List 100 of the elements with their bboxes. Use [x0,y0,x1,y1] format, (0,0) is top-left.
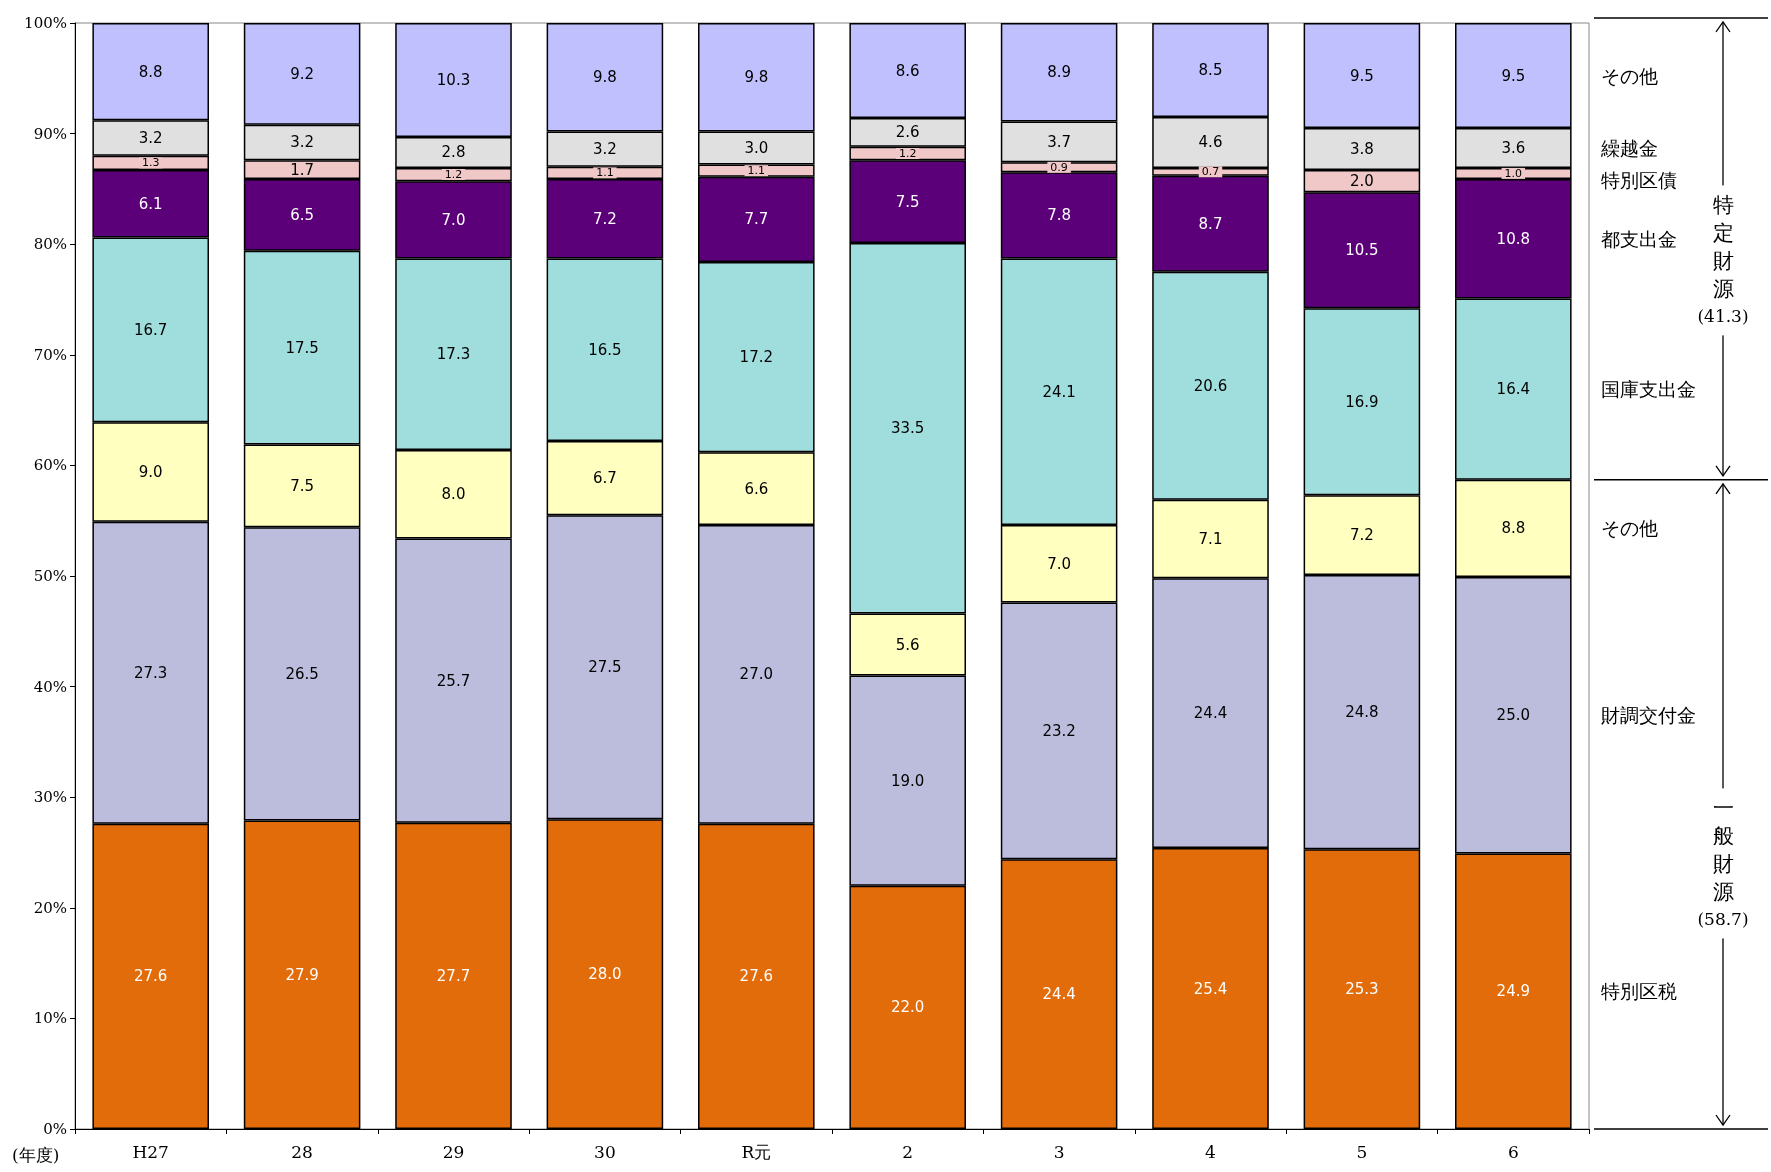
series-label: 特別区債 [1601,168,1677,191]
data-label: 26.5 [285,664,319,683]
series-label: 都支出金 [1601,227,1677,250]
data-label: 6.1 [138,194,163,213]
data-label: 23.2 [1042,721,1076,740]
x-tick-label: 29 [442,1141,465,1162]
data-label: 8.6 [895,61,920,80]
x-tick-label: 28 [291,1141,313,1162]
data-label: 1.1 [747,164,766,178]
data-label: 27.3 [134,663,168,682]
data-label: 24.1 [1042,382,1076,401]
data-label: 2.6 [895,123,920,142]
data-label: 10.8 [1496,229,1530,248]
data-label: 16.5 [588,340,622,359]
series-label: 国庫支出金 [1601,378,1696,401]
series-label: 繰越金 [1600,136,1658,159]
data-label: 10.5 [1345,241,1379,260]
data-label: 33.5 [891,419,925,438]
data-label: 9.2 [290,64,315,83]
series-label: その他 [1601,64,1658,87]
data-label: 9.8 [592,68,617,87]
data-label: 25.4 [1193,979,1228,998]
data-label: 7.2 [1349,526,1374,545]
data-label: 16.7 [134,320,168,339]
series-label: その他 [1601,517,1658,540]
data-label: 17.3 [436,345,471,364]
data-label: 16.9 [1345,392,1379,411]
data-label: 8.5 [1198,61,1223,79]
data-label: 1.1 [596,166,614,180]
data-label: 7.2 [592,209,617,228]
data-label: 9.0 [138,463,163,482]
data-label: 25.7 [436,671,471,690]
data-label: 22.0 [891,998,925,1017]
data-label: 3.2 [592,140,617,159]
x-tick-label: R元 [741,1141,772,1162]
x-tick-label: 3 [1053,1141,1065,1162]
y-tick-label: 10% [33,1009,67,1028]
data-label: 3.0 [744,138,769,157]
data-label: 10.3 [436,70,471,89]
data-label: 6.5 [290,205,315,224]
data-label: 24.4 [1193,704,1228,723]
data-label: 17.2 [739,348,773,367]
data-label: 7.0 [1047,554,1072,573]
y-tick-label: 30% [33,788,67,807]
data-label: 3.7 [1047,132,1072,151]
x-axis-title: (年度) [12,1145,60,1165]
data-label: 6.7 [592,469,617,488]
x-tick-label: 4 [1205,1141,1216,1162]
data-label: 7.5 [895,192,920,211]
data-label: 5.6 [895,635,920,654]
data-label: 3.8 [1349,140,1374,159]
data-label: 17.5 [285,338,319,357]
data-label: 1.2 [444,168,463,182]
data-label: 7.5 [290,476,315,495]
y-tick-label: 70% [33,345,67,364]
data-label: 8.8 [138,62,163,81]
y-tick-label: 60% [33,456,67,475]
data-label: 8.8 [1501,519,1526,538]
x-tick-label: 30 [594,1141,616,1162]
data-label: 9.5 [1349,66,1374,85]
data-label: 0.9 [1050,160,1068,174]
data-label: 9.5 [1501,66,1526,85]
data-label: 7.1 [1198,529,1223,548]
data-label: 7.0 [441,210,466,229]
y-tick-label: 0% [43,1120,67,1138]
data-label: 24.4 [1042,985,1076,1004]
x-tick-label: 2 [902,1141,914,1162]
data-label: 8.7 [1198,214,1223,233]
data-label: 7.8 [1047,206,1072,225]
data-label: 24.8 [1345,703,1379,722]
data-label: 27.6 [739,967,773,986]
series-label: 特別区税 [1601,980,1677,1003]
data-label: 27.7 [436,966,471,985]
data-label: 27.9 [285,965,319,984]
series-label: 財調交付金 [1601,704,1696,727]
data-label: 3.6 [1501,138,1526,157]
data-label: 9.8 [744,68,769,87]
data-label: 7.7 [744,210,769,229]
data-label: 3.2 [138,129,163,148]
data-label: 4.6 [1198,133,1223,152]
text: (41.3) [1697,306,1749,327]
data-label: 2.8 [441,143,466,162]
data-label: 20.6 [1193,376,1228,395]
data-label: 24.9 [1496,982,1530,1001]
data-label: 8.0 [441,485,466,504]
data-label: 27.0 [739,665,773,684]
y-tick-label: 40% [33,677,67,696]
data-label: 25.0 [1496,706,1530,725]
data-label: 2.0 [1349,172,1374,191]
data-label: 1.7 [290,160,315,179]
data-label: 1.0 [1504,166,1523,180]
data-label: 6.6 [744,479,769,498]
data-label: 0.7 [1201,165,1220,179]
data-label: 27.6 [134,967,168,986]
data-label: 1.3 [141,156,160,170]
y-tick-label: 100% [24,14,67,32]
text: 特定財源 [1712,193,1734,302]
data-label: 3.2 [290,133,315,152]
data-label: 25.3 [1345,980,1379,999]
data-label: 1.2 [898,147,917,161]
